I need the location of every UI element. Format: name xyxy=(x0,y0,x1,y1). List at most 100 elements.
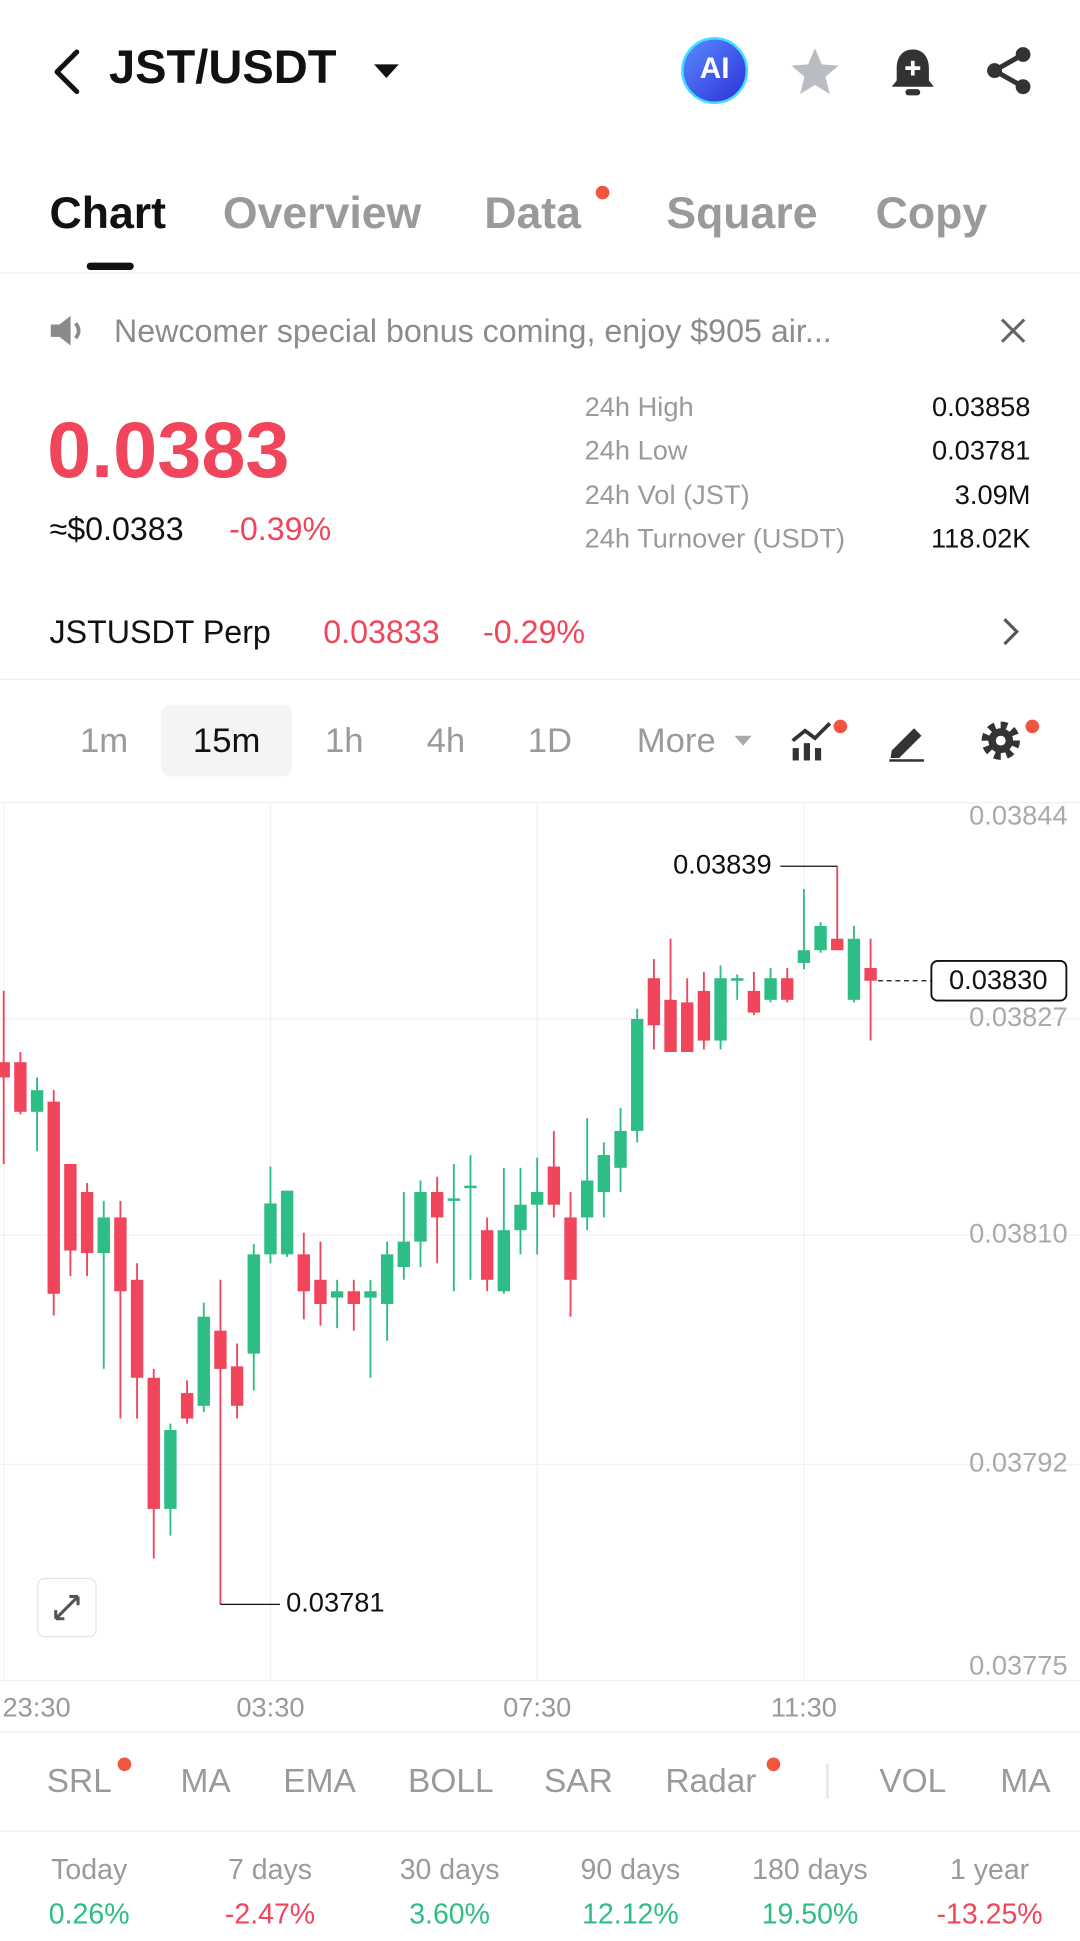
candle-body xyxy=(514,1204,527,1231)
interval[interactable]: 1D xyxy=(527,720,573,760)
candle-body xyxy=(30,1090,44,1112)
candle-body xyxy=(781,978,794,1000)
y-tick-label: 0.03844 xyxy=(969,800,1067,831)
tab[interactable]: Overview xyxy=(222,187,422,238)
back-button[interactable] xyxy=(45,47,87,97)
stat-label: 24h High xyxy=(584,391,694,423)
candle-body xyxy=(147,1377,160,1509)
candle-body xyxy=(747,990,761,1013)
x-tick-label: 07:30 xyxy=(503,1691,571,1722)
return-period: 180 days xyxy=(752,1852,868,1886)
candle-body xyxy=(697,990,711,1041)
divider xyxy=(0,272,1080,274)
interval[interactable]: 4h xyxy=(426,720,466,760)
separator xyxy=(826,1763,829,1799)
indicator[interactable]: SAR xyxy=(544,1762,613,1800)
indicator[interactable]: EMA xyxy=(283,1762,356,1800)
candle-body xyxy=(47,1101,60,1294)
perp-name[interactable]: JSTUSDT Perp xyxy=(49,613,271,651)
last-price-box xyxy=(930,959,1068,1002)
candle-body xyxy=(397,1241,411,1268)
perp-chevron[interactable] xyxy=(998,614,1023,649)
favorite-button[interactable] xyxy=(788,45,842,99)
return-period: 1 year xyxy=(949,1852,1030,1886)
banner-text[interactable]: Newcomer special bonus coming, enjoy $90… xyxy=(113,312,832,350)
candle-body xyxy=(497,1230,511,1292)
return-period: 7 days xyxy=(228,1852,312,1886)
y-tick-label: 0.03810 xyxy=(969,1217,1067,1248)
candle-body xyxy=(464,1185,477,1189)
ai-label: AI xyxy=(699,52,730,86)
candle-body xyxy=(831,938,844,951)
stat-label: 24h Turnover (USDT) xyxy=(584,522,846,554)
interval[interactable]: 1h xyxy=(325,720,364,760)
divider xyxy=(0,1830,1080,1832)
indicator-icon[interactable] xyxy=(788,718,838,763)
divider xyxy=(0,678,1080,680)
y-tick-label: 0.03792 xyxy=(969,1447,1067,1478)
candle-body xyxy=(380,1254,394,1304)
more-dropdown[interactable] xyxy=(733,733,753,748)
candle-body xyxy=(714,978,727,1041)
alert-button[interactable] xyxy=(887,45,939,99)
tab[interactable]: Chart xyxy=(49,187,166,238)
high-label: 0.03839 xyxy=(673,848,771,879)
banner-close[interactable] xyxy=(998,316,1028,346)
indicator[interactable]: SRL xyxy=(46,1762,112,1800)
tab[interactable]: Data xyxy=(484,187,581,238)
settings-icon[interactable] xyxy=(978,718,1023,763)
candle-body xyxy=(180,1393,194,1419)
candle-body xyxy=(731,978,744,981)
interval[interactable]: 15m xyxy=(192,720,261,760)
pair-title[interactable]: JST/USDT xyxy=(108,42,337,95)
candlestick-chart: 0.03844 0.03827 0.03810 0.03792 0.03775 23:30… xyxy=(0,800,1080,1722)
stat-label: 24h Vol (JST) xyxy=(584,479,750,511)
draw-icon[interactable] xyxy=(884,718,929,763)
tab-indicator xyxy=(86,262,134,270)
pair-dropdown[interactable] xyxy=(372,62,402,82)
stat-value: 0.03781 xyxy=(931,434,1031,466)
return-value: 12.12% xyxy=(582,1897,679,1930)
stat-value: 118.02K xyxy=(930,522,1031,554)
share-button[interactable] xyxy=(983,45,1035,97)
interval[interactable]: More xyxy=(636,720,716,760)
tab[interactable]: Copy xyxy=(875,187,988,238)
candle-body xyxy=(814,926,827,951)
indicator[interactable]: MA xyxy=(180,1762,231,1800)
indicator-badge xyxy=(766,1757,781,1772)
candle-body xyxy=(347,1291,360,1304)
candle-body xyxy=(480,1230,494,1280)
candle-body xyxy=(280,1190,294,1255)
price-change: -0.39% xyxy=(229,510,332,548)
candle-body xyxy=(647,978,661,1026)
last-price-label: 0.03830 xyxy=(949,964,1047,995)
candle-body xyxy=(614,1130,627,1168)
candle-body xyxy=(547,1166,561,1205)
indicator[interactable]: VOL xyxy=(879,1762,947,1800)
candle-body xyxy=(797,950,811,963)
indicator[interactable]: BOLL xyxy=(408,1762,494,1800)
stat-label: 24h Low xyxy=(584,434,688,466)
ai-button[interactable] xyxy=(680,36,749,105)
perp-change: -0.29% xyxy=(483,613,586,651)
expand-button[interactable] xyxy=(37,1577,97,1638)
candle-body xyxy=(681,1002,694,1053)
return-period: 90 days xyxy=(580,1852,681,1886)
candle-body xyxy=(64,1163,77,1251)
candle-body xyxy=(80,1191,94,1254)
x-tick-label: 11:30 xyxy=(771,1691,837,1722)
last-price: 0.0383 xyxy=(47,404,290,495)
indicator-badge xyxy=(117,1757,132,1772)
interval[interactable]: 1m xyxy=(79,720,129,760)
tab[interactable]: Square xyxy=(666,187,818,238)
perp-price: 0.03833 xyxy=(323,613,440,651)
candle-body xyxy=(247,1254,260,1354)
candle-body xyxy=(314,1279,327,1304)
indicator-badge xyxy=(833,719,848,734)
indicator[interactable]: MA xyxy=(1000,1762,1051,1800)
candle-body xyxy=(597,1155,611,1192)
x-tick-label: 23:30 xyxy=(2,1691,70,1722)
candle-body xyxy=(0,1062,10,1078)
indicator[interactable]: Radar xyxy=(665,1762,757,1800)
